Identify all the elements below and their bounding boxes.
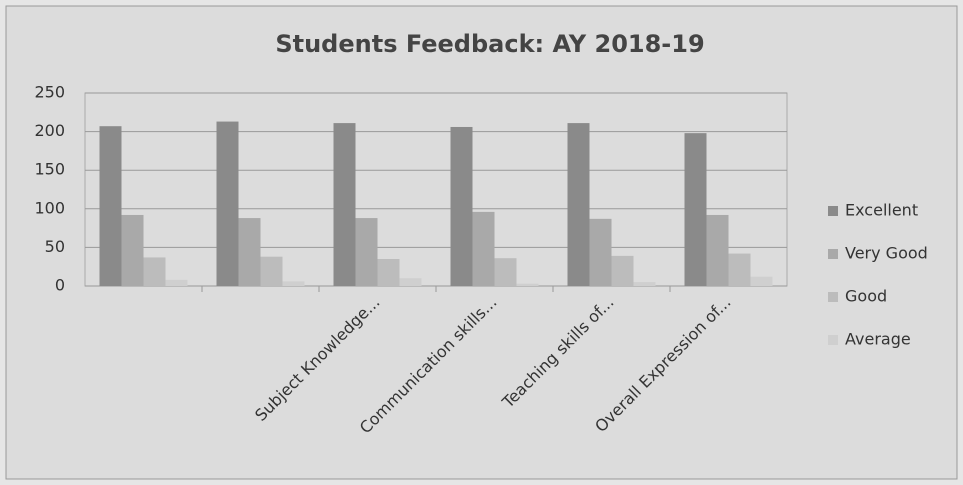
bar bbox=[450, 126, 473, 286]
y-tick-label: 0 bbox=[55, 276, 65, 295]
bar bbox=[684, 133, 707, 286]
chart-title: Students Feedback: AY 2018-19 bbox=[275, 30, 704, 58]
bar bbox=[567, 123, 590, 286]
y-tick-label: 150 bbox=[34, 160, 65, 179]
bar bbox=[355, 218, 378, 286]
bar bbox=[216, 121, 239, 287]
bar bbox=[589, 218, 612, 286]
bar bbox=[728, 253, 751, 286]
bar bbox=[165, 279, 188, 286]
legend-label: Good bbox=[845, 287, 887, 306]
legend-label: Average bbox=[845, 330, 911, 349]
bar bbox=[99, 126, 122, 286]
y-tick-label: 250 bbox=[34, 83, 65, 102]
bar bbox=[143, 257, 166, 286]
bar bbox=[472, 211, 495, 286]
bar bbox=[260, 256, 283, 286]
bar bbox=[516, 283, 539, 286]
bar bbox=[611, 255, 634, 286]
bar bbox=[633, 282, 656, 286]
bar bbox=[750, 276, 773, 286]
bar bbox=[377, 258, 400, 286]
y-tick-label: 100 bbox=[34, 198, 65, 217]
bar bbox=[238, 218, 261, 286]
legend-swatch bbox=[828, 335, 838, 345]
legend-label: Very Good bbox=[845, 244, 928, 263]
bar bbox=[282, 281, 305, 286]
legend-swatch bbox=[828, 249, 838, 259]
bar bbox=[706, 214, 729, 286]
y-tick-label: 50 bbox=[45, 237, 65, 256]
legend-swatch bbox=[828, 292, 838, 302]
y-tick-label: 200 bbox=[34, 121, 65, 140]
legend-label: Excellent bbox=[845, 201, 918, 220]
bar bbox=[333, 123, 356, 286]
bar bbox=[399, 278, 422, 286]
bar bbox=[121, 214, 144, 286]
bar bbox=[494, 258, 517, 286]
legend-swatch bbox=[828, 206, 838, 216]
